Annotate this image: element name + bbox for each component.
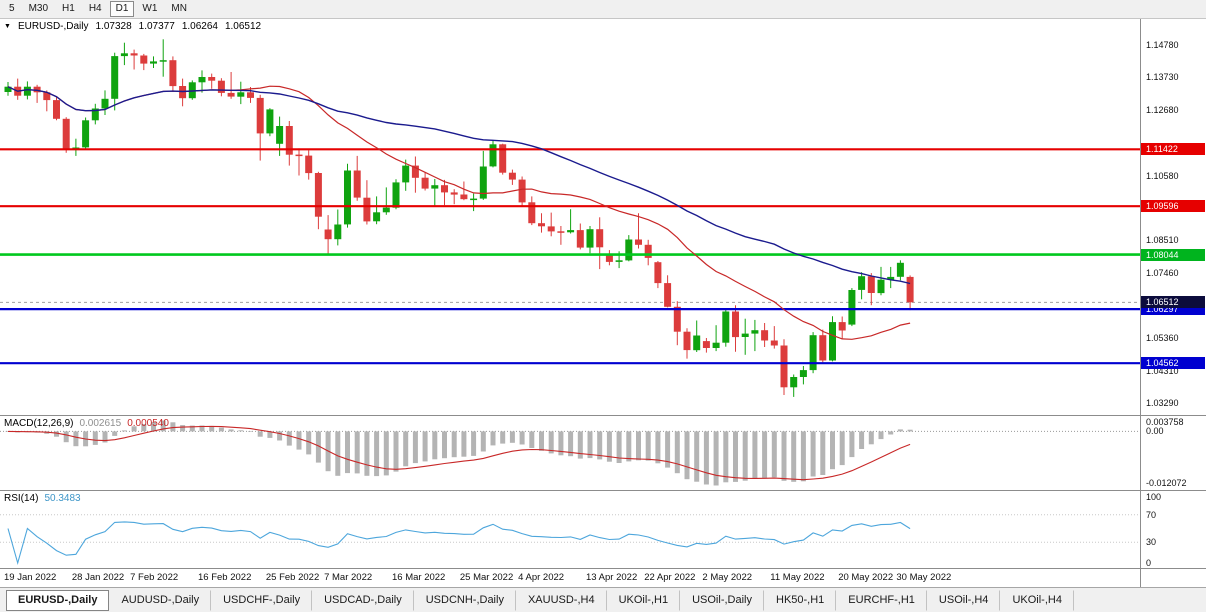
price-axis-label: 1.12680 — [1146, 105, 1179, 115]
price-axis-label: 1.13730 — [1146, 72, 1179, 82]
date-axis-label: 16 Mar 2022 — [392, 572, 445, 583]
chart-tab-hk50-h1[interactable]: HK50-,H1 — [764, 590, 836, 611]
rsi-axis-label: 100 — [1146, 492, 1161, 502]
rsi-axis-label: 0 — [1146, 558, 1151, 568]
symbol-dropdown-icon[interactable]: ▼ — [4, 22, 11, 32]
timeframe-button-h1[interactable]: H1 — [56, 1, 81, 17]
macd-panel: MACD(12,26,9) 0.002615 0.000540 0.003758… — [0, 415, 1206, 490]
macd-plot — [0, 416, 1140, 490]
chart-tab-usdcad-daily[interactable]: USDCAD-,Daily — [312, 590, 414, 611]
chart-tab-usoil-h4[interactable]: USOil-,H4 — [927, 590, 1001, 611]
timeframe-button-m30[interactable]: M30 — [23, 1, 54, 17]
timeframe-button-w1[interactable]: W1 — [136, 1, 163, 17]
quote-open: 1.07328 — [96, 21, 132, 32]
timeframe-button-mn[interactable]: MN — [165, 1, 193, 17]
price-axis-badge: 1.06512 — [1141, 296, 1205, 308]
rsi-plot — [0, 491, 1140, 568]
macd-axis-label: -0.012072 — [1146, 478, 1187, 488]
candlestick-plot — [0, 19, 1140, 415]
price-axis-badge: 1.09596 — [1141, 200, 1205, 212]
chart-tabs-bar: EURUSD-,DailyAUDUSD-,DailyUSDCHF-,DailyU… — [0, 587, 1206, 612]
macd-signal-value: 0.000540 — [127, 418, 169, 429]
price-axis-badge: 1.04562 — [1141, 357, 1205, 369]
chart-quote-header: ▼ EURUSD-,Daily 1.07328 1.07377 1.06264 … — [4, 21, 261, 32]
macd-axis-label: 0.00 — [1146, 426, 1164, 436]
horizontal-level-lines[interactable] — [0, 149, 1140, 363]
price-axis-label: 1.14780 — [1146, 40, 1179, 50]
chart-tab-eurchf-h1[interactable]: EURCHF-,H1 — [836, 590, 927, 611]
price-axis-label: 1.05360 — [1146, 333, 1179, 343]
rsi-panel: RSI(14) 50.3483 100 70 30 0 — [0, 490, 1206, 568]
chart-tab-audusd-daily[interactable]: AUDUSD-,Daily — [109, 590, 211, 611]
macd-main-value: 0.002615 — [79, 418, 121, 429]
timeframe-button-h4[interactable]: H4 — [83, 1, 108, 17]
date-axis-label: 28 Jan 2022 — [72, 572, 124, 583]
quote-low: 1.06264 — [182, 21, 218, 32]
macd-label: MACD(12,26,9) 0.002615 0.000540 — [4, 418, 169, 429]
date-axis-label: 2 May 2022 — [702, 572, 752, 583]
candles — [5, 39, 914, 397]
quote-close: 1.06512 — [225, 21, 261, 32]
date-axis-label: 16 Feb 2022 — [198, 572, 251, 583]
macd-title: MACD(12,26,9) — [4, 418, 73, 429]
rsi-label: RSI(14) 50.3483 — [4, 493, 81, 504]
time-axis: 19 Jan 2022 28 Jan 2022 7 Feb 2022 16 Feb 2… — [0, 568, 1206, 587]
timeframe-toolbar: 5M30H1H4D1W1MN — [0, 0, 1206, 19]
price-axis-label: 1.03290 — [1146, 398, 1179, 408]
date-axis-label: 7 Feb 2022 — [130, 572, 178, 583]
date-axis-label: 19 Jan 2022 — [4, 572, 56, 583]
rsi-title: RSI(14) — [4, 493, 38, 504]
timeframe-button-d1[interactable]: D1 — [110, 1, 135, 17]
date-axis-label: 30 May 2022 — [896, 572, 951, 583]
chart-tab-eurusd-daily[interactable]: EURUSD-,Daily — [6, 590, 109, 611]
date-axis-label: 22 Apr 2022 — [644, 572, 695, 583]
price-axis-badge: 1.08044 — [1141, 249, 1205, 261]
mt4-chart-window: 5M30H1H4D1W1MN ▼ EURUSD-,Daily 1.07328 1… — [0, 0, 1206, 612]
price-axis-line — [1140, 19, 1141, 415]
date-axis-label: 11 May 2022 — [770, 572, 824, 583]
chart-tab-ukoil-h1[interactable]: UKOil-,H1 — [607, 590, 681, 611]
time-axis-corner — [1140, 569, 1141, 587]
price-chart-panel: ▼ EURUSD-,Daily 1.07328 1.07377 1.06264 … — [0, 19, 1206, 415]
date-axis-label: 25 Feb 2022 — [266, 572, 319, 583]
date-axis-label: 7 Mar 2022 — [324, 572, 372, 583]
price-axis-label: 1.10580 — [1146, 171, 1179, 181]
chart-tab-ukoil-h4[interactable]: UKOil-,H4 — [1000, 590, 1074, 611]
chart-tab-usdchf-daily[interactable]: USDCHF-,Daily — [211, 590, 312, 611]
symbol-label: EURUSD-,Daily — [18, 21, 89, 32]
date-axis-label: 25 Mar 2022 — [460, 572, 513, 583]
chart-tab-usoil-daily[interactable]: USOil-,Daily — [680, 590, 764, 611]
date-axis-label: 20 May 2022 — [838, 572, 893, 583]
date-axis-label: 13 Apr 2022 — [586, 572, 637, 583]
date-axis-label: 4 Apr 2022 — [518, 572, 564, 583]
rsi-value: 50.3483 — [44, 493, 80, 504]
macd-histogram — [6, 421, 913, 486]
price-axis-label: 1.07460 — [1146, 268, 1179, 278]
rsi-axis-label: 30 — [1146, 537, 1156, 547]
price-axis-badge: 1.11422 — [1141, 143, 1205, 155]
price-axis-label: 1.08510 — [1146, 235, 1179, 245]
ma-fast-line — [8, 86, 910, 339]
chart-tab-xauusd-h4[interactable]: XAUUSD-,H4 — [516, 590, 607, 611]
timeframe-button-5[interactable]: 5 — [3, 1, 21, 17]
rsi-axis-line — [1140, 491, 1141, 568]
chart-tab-usdcnh-daily[interactable]: USDCNH-,Daily — [414, 590, 516, 611]
rsi-axis-label: 70 — [1146, 510, 1156, 520]
macd-axis-line — [1140, 416, 1141, 490]
quote-high: 1.07377 — [139, 21, 175, 32]
